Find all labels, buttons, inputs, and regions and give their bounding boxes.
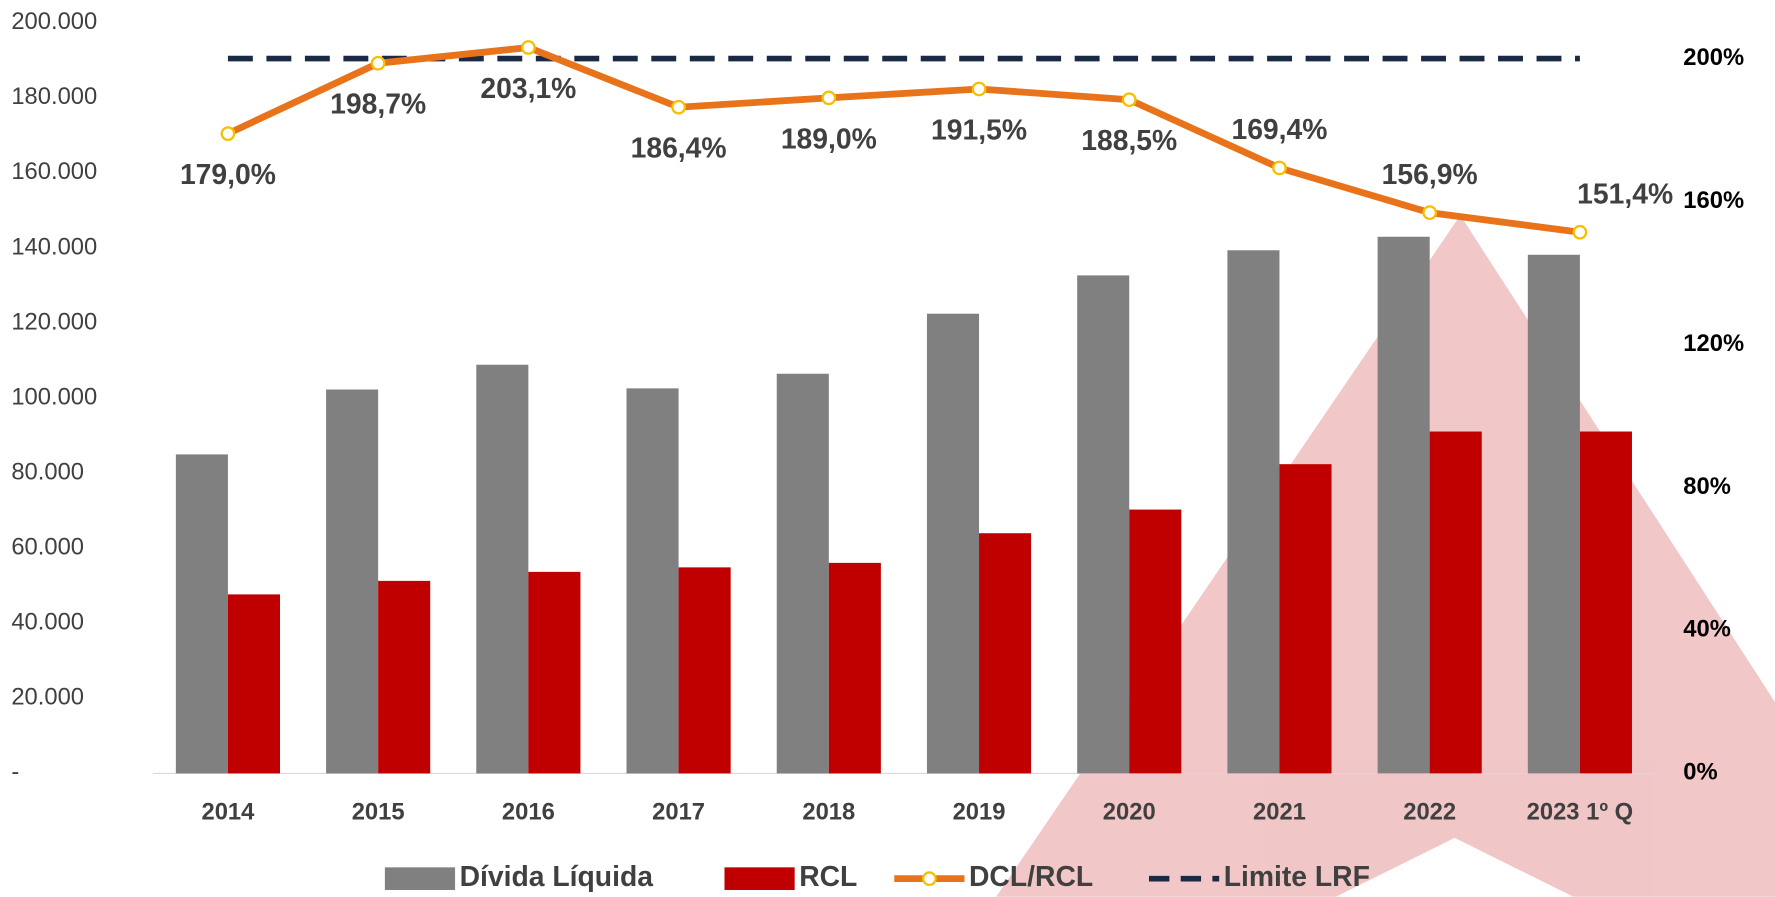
marker — [222, 127, 234, 139]
x-tick-label: 2019 — [953, 798, 1006, 825]
bar — [528, 572, 580, 774]
legend-label: DCL/RCL — [969, 860, 1093, 892]
y2-tick-label: 160% — [1683, 187, 1744, 214]
marker — [672, 101, 684, 113]
bar — [979, 533, 1031, 773]
bar — [627, 388, 679, 773]
bar — [1528, 255, 1580, 774]
y-tick-label: - — [11, 759, 19, 786]
bar — [1129, 510, 1181, 774]
x-tick-label: 2016 — [502, 798, 555, 825]
bar — [679, 567, 731, 773]
bar — [1227, 250, 1279, 773]
legend-marker — [923, 872, 935, 884]
bar — [829, 563, 881, 774]
y-tick-label: 100.000 — [11, 383, 97, 410]
legend-swatch — [385, 867, 455, 890]
bar — [378, 581, 430, 774]
x-tick-label: 2014 — [201, 798, 255, 825]
x-tick-label: 2015 — [352, 798, 405, 825]
x-tick-label: 2018 — [802, 798, 855, 825]
marker — [973, 83, 985, 95]
data-label: 203,1% — [480, 72, 576, 104]
y-tick-label: 20.000 — [11, 684, 84, 711]
data-label: 186,4% — [631, 132, 727, 164]
bar — [1279, 464, 1331, 773]
legend-label: RCL — [799, 860, 857, 892]
y2-tick-label: 120% — [1683, 330, 1744, 357]
y-tick-label: 40.000 — [11, 609, 84, 636]
bar — [1077, 275, 1129, 773]
x-tick-label: 2020 — [1103, 798, 1156, 825]
x-tick-label: 2022 — [1403, 798, 1456, 825]
legend-swatch — [724, 867, 794, 890]
data-label: 191,5% — [931, 113, 1027, 145]
data-label: 169,4% — [1231, 113, 1327, 145]
data-label: 198,7% — [330, 88, 426, 120]
marker — [372, 57, 384, 69]
y-tick-label: 160.000 — [11, 158, 97, 185]
legend-label: Limite LRF — [1224, 860, 1370, 892]
marker — [1574, 226, 1586, 238]
bar — [1580, 432, 1632, 774]
bar — [927, 314, 979, 774]
marker — [1423, 206, 1435, 218]
x-tick-label: 2017 — [652, 798, 705, 825]
data-label: 156,9% — [1382, 158, 1478, 190]
bar — [476, 365, 528, 774]
y-tick-label: 80.000 — [11, 458, 84, 485]
bar — [777, 374, 829, 774]
y2-tick-label: 0% — [1683, 759, 1717, 786]
data-label: 179,0% — [180, 158, 276, 190]
y-tick-label: 140.000 — [11, 233, 97, 260]
x-tick-label: 2023 1º Q — [1527, 798, 1633, 825]
y2-tick-label: 40% — [1683, 616, 1731, 643]
y2-tick-label: 200% — [1683, 44, 1744, 71]
marker — [1123, 93, 1135, 105]
bar — [176, 454, 228, 773]
bar — [228, 594, 280, 773]
marker — [823, 92, 835, 104]
bar — [1378, 237, 1430, 774]
marker — [1273, 162, 1285, 174]
x-tick-label: 2021 — [1253, 798, 1306, 825]
ratio-line — [228, 48, 1580, 233]
marker — [522, 41, 534, 53]
y-tick-label: 60.000 — [11, 534, 84, 561]
data-label: 189,0% — [781, 122, 877, 154]
data-label: 188,5% — [1081, 124, 1177, 156]
y-tick-label: 180.000 — [11, 83, 97, 110]
y2-tick-label: 80% — [1683, 473, 1731, 500]
legend-label: Dívida Líquida — [460, 860, 654, 892]
y-tick-label: 120.000 — [11, 308, 97, 335]
data-label: 151,4% — [1577, 178, 1673, 210]
chart: - 20.000 40.000 60.000 80.000 100.000 120.000 1… — [0, 0, 1775, 897]
bar — [1430, 432, 1482, 774]
bar — [326, 389, 378, 773]
y-tick-label: 200.000 — [11, 8, 97, 35]
